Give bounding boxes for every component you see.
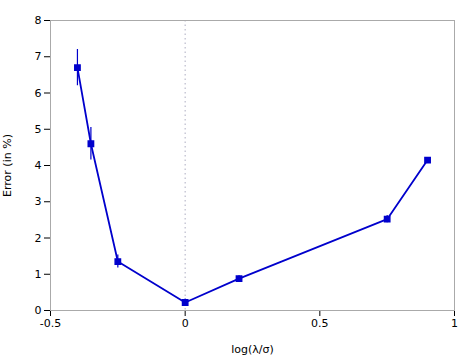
svg-text:2: 2 (35, 232, 42, 245)
svg-text:3: 3 (35, 195, 42, 208)
svg-text:8: 8 (35, 14, 42, 27)
svg-text:1: 1 (451, 317, 458, 330)
svg-text:-0.5: -0.5 (40, 317, 61, 330)
svg-text:4: 4 (35, 159, 42, 172)
svg-text:7: 7 (35, 50, 42, 63)
svg-text:0: 0 (182, 317, 189, 330)
svg-text:Error (in %): Error (in %) (1, 134, 14, 197)
svg-text:5: 5 (35, 123, 42, 136)
svg-text:1: 1 (35, 268, 42, 281)
svg-text:6: 6 (35, 87, 42, 100)
svg-text:0: 0 (35, 304, 42, 317)
svg-text:log(λ/σ): log(λ/σ) (231, 343, 274, 355)
svg-text:0.5: 0.5 (311, 317, 329, 330)
